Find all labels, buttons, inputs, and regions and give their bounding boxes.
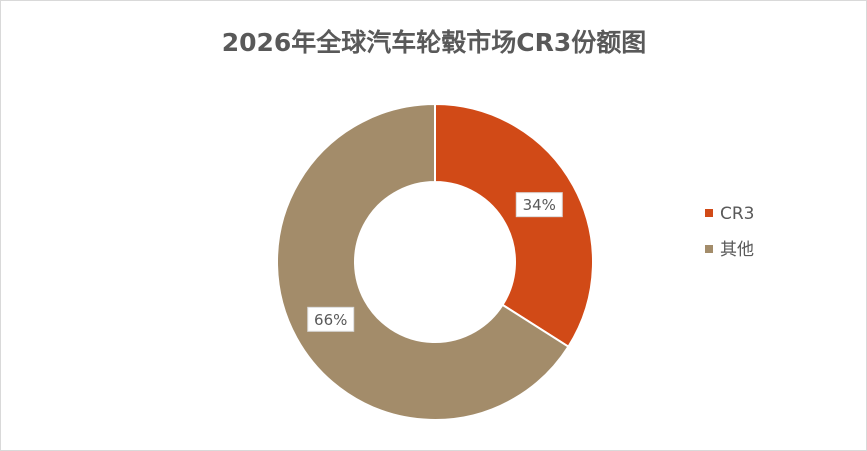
data-label: 34% [523, 196, 556, 214]
legend-swatch [705, 245, 713, 253]
legend-label: 其他 [720, 240, 754, 260]
legend-label: CR3 [720, 204, 755, 224]
donut-slice [434, 102, 594, 349]
data-label: 66% [314, 311, 347, 329]
chart-title: 2026年全球汽车轮毂市场CR3份额图 [222, 28, 647, 57]
data-label-box [307, 306, 355, 332]
data-label-box [515, 192, 563, 218]
donut-slice [276, 102, 570, 421]
legend-swatch [705, 209, 713, 217]
